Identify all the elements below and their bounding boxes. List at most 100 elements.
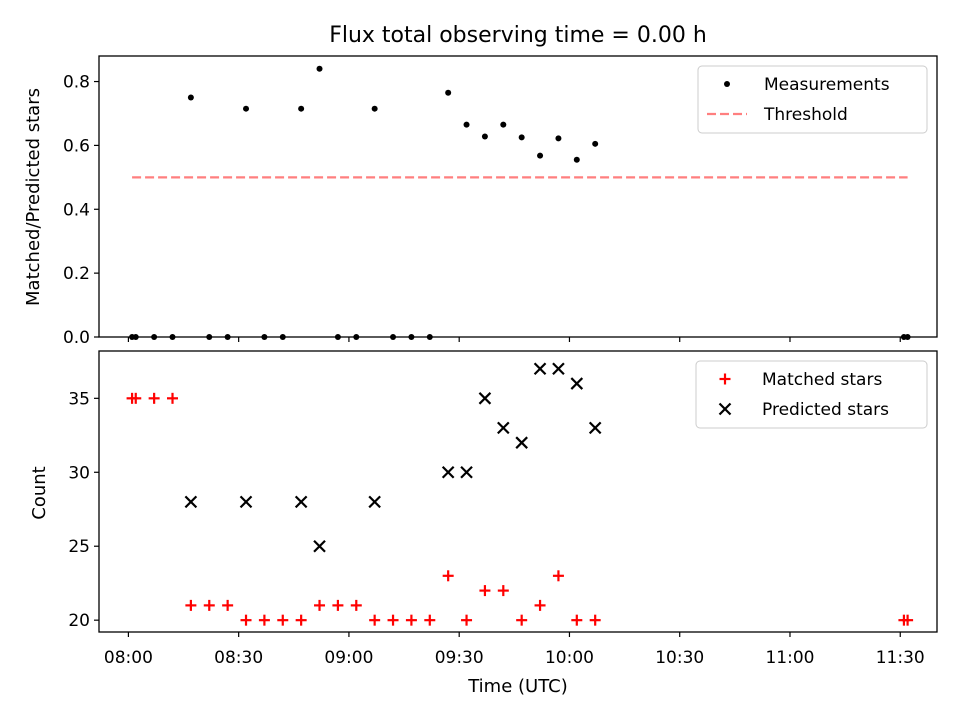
x-mark-b [515, 436, 528, 449]
measurement-point [500, 121, 507, 128]
matched-star-point [571, 614, 583, 626]
measurement-point [316, 65, 323, 72]
predicted-star-point [570, 377, 584, 390]
matched-star-point [516, 614, 528, 626]
matched-star-point [130, 392, 142, 404]
x-tick-label: 09:30 [435, 648, 484, 668]
top-panel: 0.0 0.2 0.4 0.6 0.8 Measurements Threshold [63, 55, 938, 348]
x-mark-b [239, 495, 253, 509]
measurement-point [463, 121, 470, 128]
matched-star-point [203, 599, 215, 611]
matched-star-point [277, 614, 289, 626]
y-tick-label: 0.0 [63, 328, 90, 348]
predicted-star-point [294, 495, 308, 509]
x-tick-label: 09:00 [324, 648, 373, 668]
matched-star-point [534, 599, 546, 611]
matched-star-point [258, 614, 270, 626]
matched-star-point [295, 614, 307, 626]
x-tick-label: 10:30 [655, 648, 704, 668]
bottom-panel: 20 25 30 35 08:00 08:30 09:00 09:30 10:00 10:30 11… [68, 350, 938, 668]
predicted-star-point [460, 465, 473, 479]
matched-star-point [222, 599, 234, 611]
measurement-point [187, 94, 194, 101]
matched-star-point [148, 392, 160, 404]
matched-star-point [424, 614, 436, 626]
legend-predicted-swatch-b [718, 402, 732, 416]
x-tick-label: 08:30 [214, 648, 263, 668]
matched-star-point [479, 585, 491, 597]
x-mark-b [441, 465, 455, 479]
x-tick-label: 08:00 [104, 648, 153, 668]
legend-label: Matched stars [762, 370, 882, 390]
x-mark-b [497, 421, 510, 435]
predicted-star-point [441, 465, 455, 479]
bottom-y-axis-label: Count [29, 466, 50, 519]
x-tick-label: 10:00 [545, 648, 594, 668]
matched-star-point [185, 599, 197, 611]
axes-frame [98, 55, 938, 338]
matched-star-point [314, 599, 326, 611]
legend: Matched stars Predicted stars [695, 360, 928, 429]
matched-star-point [902, 614, 914, 626]
x-mark-b [588, 421, 602, 435]
x-mark-b [570, 377, 584, 390]
measurement-point [481, 133, 488, 140]
x-mark-b [533, 362, 547, 376]
legend-label: Measurements [764, 75, 890, 95]
predicted-star-point [184, 495, 198, 509]
matched-star-point [332, 599, 344, 611]
top-y-axis-label: Matched/Predicted stars [23, 88, 44, 306]
measurement-point [518, 134, 525, 141]
matched-star-point [461, 614, 473, 626]
measurement-point [537, 152, 544, 159]
y-tick-label: 0.2 [63, 264, 90, 284]
legend-measurements-swatch [724, 81, 730, 87]
x-mark-b [313, 539, 326, 553]
x-mark-b [478, 392, 492, 405]
predicted-star-point [552, 362, 565, 376]
y-tick-label: 35 [68, 389, 90, 409]
predicted-star-point [497, 421, 510, 435]
x-axis-label: Time (UTC) [467, 676, 568, 697]
measurement-point [371, 105, 378, 112]
legend-label: Predicted stars [762, 400, 889, 420]
y-tick-label: 0.8 [63, 73, 90, 93]
matched-star-point [240, 614, 252, 626]
matched-star-point [387, 614, 399, 626]
matched-star-point [350, 599, 362, 611]
predicted-star-point [533, 362, 547, 376]
x-mark-b [460, 465, 473, 479]
predicted-star-point [239, 495, 253, 509]
measurement-point [592, 140, 599, 147]
x-mark-b [368, 495, 381, 509]
y-tick-label: 0.6 [63, 136, 90, 156]
matched-star-point [497, 585, 509, 597]
x-mark-b [294, 495, 308, 509]
measurement-point [298, 105, 305, 112]
matched-star-point [369, 614, 381, 626]
x-mark-b [184, 495, 198, 509]
predicted-star-point [588, 421, 602, 435]
legend-box [695, 360, 928, 429]
x-tick-label: 11:00 [765, 648, 814, 668]
matched-star-point [167, 392, 179, 404]
y-tick-label: 25 [68, 537, 90, 557]
top-chart-title: Flux total observing time = 0.00 h [329, 23, 707, 48]
legend-label: Threshold [763, 105, 848, 125]
axes-frame [98, 350, 938, 633]
measurement-point [445, 89, 452, 96]
measurement-point [243, 105, 250, 112]
predicted-star-point [368, 495, 381, 509]
predicted-star-point [478, 392, 492, 405]
predicted-star-point [313, 539, 326, 553]
y-tick-label: 20 [68, 611, 90, 631]
y-tick-label: 30 [68, 463, 90, 483]
legend: Measurements Threshold [697, 65, 928, 134]
predicted-star-point [515, 436, 528, 449]
legend-box [697, 65, 928, 134]
x-tick-label: 11:30 [876, 648, 925, 668]
y-tick-label: 0.4 [63, 200, 90, 220]
matched-star-point [405, 614, 417, 626]
matched-star-point [589, 614, 601, 626]
